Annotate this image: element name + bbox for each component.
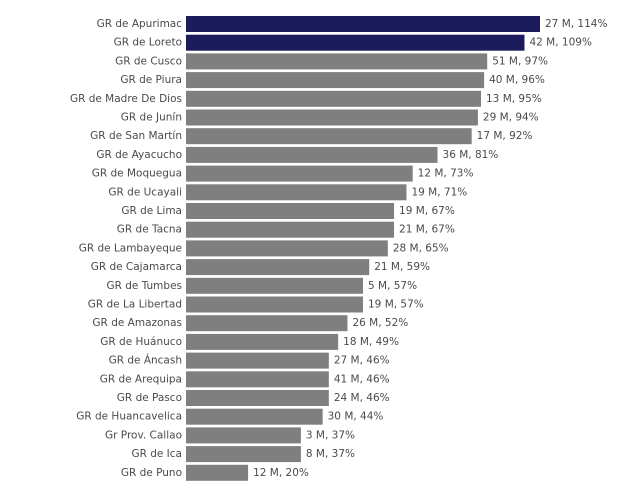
value-label: 18 M, 49% — [343, 336, 399, 348]
bar — [186, 315, 348, 332]
bar — [186, 446, 301, 463]
value-label: 27 M, 114% — [545, 18, 607, 30]
category-label: GR de Áncash — [109, 354, 182, 367]
value-label: 12 M, 20% — [253, 467, 309, 479]
category-label: GR de Moquegua — [92, 168, 182, 180]
category-label: GR de Piura — [120, 74, 182, 86]
value-label: 12 M, 73% — [418, 168, 474, 180]
category-label: Gr Prov. Callao — [105, 429, 182, 441]
bar — [186, 333, 339, 350]
bar — [186, 390, 329, 406]
value-label: 13 M, 95% — [486, 93, 542, 105]
value-label: 19 M, 71% — [411, 186, 467, 198]
bar — [186, 427, 301, 444]
value-label: 51 M, 97% — [492, 55, 548, 67]
value-label: 36 M, 81% — [443, 149, 499, 161]
bar — [186, 184, 407, 201]
bar — [186, 296, 363, 313]
category-label: GR de Cajamarca — [91, 261, 182, 273]
bar — [186, 203, 395, 219]
bar — [186, 128, 472, 145]
category-label: GR de Tacna — [117, 224, 182, 236]
category-label: GR de Lima — [121, 205, 182, 217]
value-label: 40 M, 96% — [489, 74, 545, 86]
category-label: GR de Cusco — [115, 55, 182, 67]
value-label: 24 M, 46% — [334, 392, 390, 404]
bar — [186, 72, 485, 89]
category-label: GR de Puno — [121, 467, 182, 479]
bar — [186, 221, 395, 238]
bar — [186, 109, 478, 126]
value-label: 26 M, 52% — [352, 317, 408, 329]
value-label: 21 M, 59% — [374, 261, 430, 273]
category-label: GR de San Martín — [90, 130, 182, 142]
bar — [186, 352, 329, 369]
bar — [186, 277, 363, 294]
category-label: GR de Huancavelica — [76, 411, 182, 423]
category-label: GR de Ayacucho — [96, 149, 182, 161]
category-label: GR de La Libertad — [88, 299, 182, 311]
category-label: GR de Ucayali — [108, 186, 182, 198]
value-label: 41 M, 46% — [334, 373, 390, 385]
category-label: GR de Madre De Dios — [70, 93, 182, 105]
bar — [186, 34, 525, 51]
value-label: 5 M, 57% — [368, 280, 417, 292]
category-label: GR de Huánuco — [100, 336, 182, 348]
value-label: 19 M, 67% — [399, 205, 455, 217]
value-label: 27 M, 46% — [334, 355, 390, 367]
value-label: 42 M, 109% — [529, 37, 591, 49]
category-label: GR de Loreto — [114, 37, 182, 49]
category-label: GR de Pasco — [117, 392, 182, 404]
category-label: GR de Junín — [121, 112, 182, 124]
category-label: GR de Lambayeque — [79, 242, 182, 254]
value-label: 3 M, 37% — [306, 429, 355, 441]
category-label: GR de Arequipa — [100, 373, 182, 385]
category-label: GR de Apurimac — [97, 18, 183, 30]
bar — [186, 53, 488, 70]
bar — [186, 90, 481, 107]
bar — [186, 240, 388, 257]
value-label: 21 M, 67% — [399, 224, 455, 236]
value-label: 17 M, 92% — [477, 130, 533, 142]
value-label: 30 M, 44% — [328, 411, 384, 423]
bar — [186, 165, 413, 182]
category-label: GR de Ica — [131, 448, 182, 460]
category-label: GR de Tumbes — [106, 280, 182, 292]
bar — [186, 259, 370, 276]
bar — [186, 371, 329, 388]
bar — [186, 408, 323, 425]
value-label: 29 M, 94% — [483, 112, 539, 124]
value-label: 19 M, 57% — [368, 299, 424, 311]
bar — [186, 16, 540, 32]
bar — [186, 464, 249, 481]
value-label: 8 M, 37% — [306, 448, 355, 460]
value-label: 28 M, 65% — [393, 242, 449, 254]
category-label: GR de Amazonas — [92, 317, 182, 329]
bar — [186, 146, 438, 163]
